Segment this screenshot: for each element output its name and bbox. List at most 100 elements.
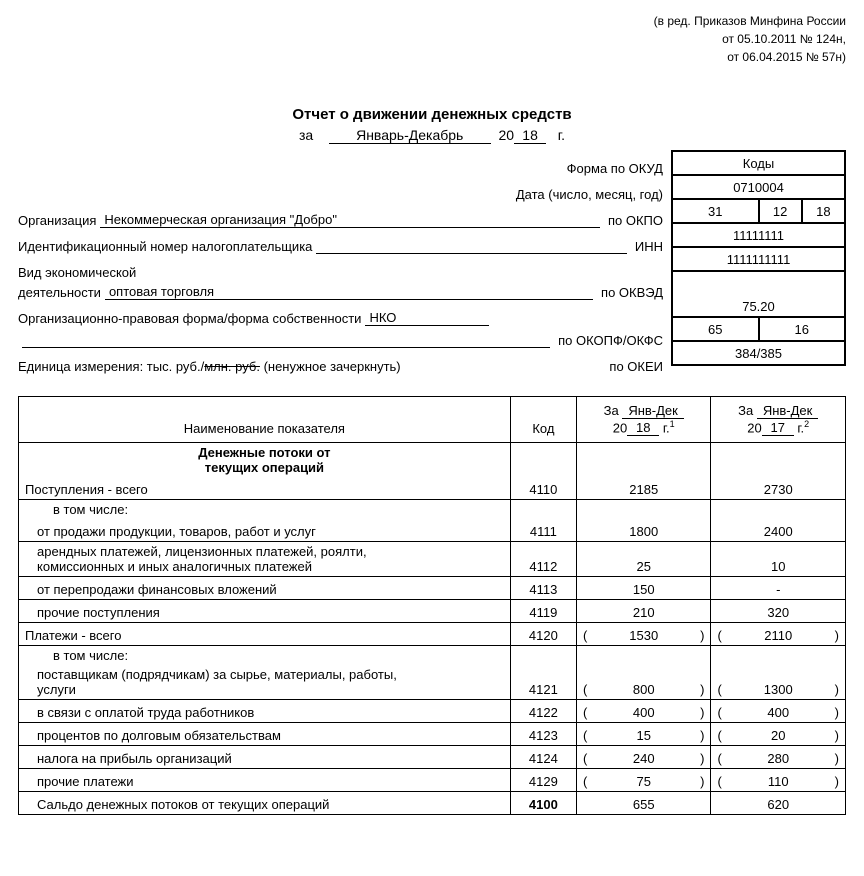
row-name: от продажи продукции, товаров, работ и у…	[25, 524, 504, 539]
table-row: прочие платежи 4129 (75) (110)	[19, 769, 846, 792]
code-month: 12	[759, 199, 802, 223]
row-v2: 10	[711, 542, 846, 577]
code-okei: 384/385	[672, 341, 845, 365]
row-v1: 1530	[629, 628, 658, 643]
period-months: Январь-Декабрь	[329, 127, 491, 144]
row-code: 4111	[510, 519, 576, 542]
code-okpo: 11111111	[672, 223, 845, 247]
col-name: Наименование показателя	[19, 397, 511, 443]
label-okopf: по ОКОПФ/ОКФС	[558, 333, 663, 348]
row-v2: 320	[711, 600, 846, 623]
row-v1: 15	[636, 728, 650, 743]
label-vid1: Вид экономической	[18, 265, 136, 280]
period-year: 18	[514, 127, 546, 144]
code-okopf: 65	[672, 317, 759, 341]
row-name: процентов по долговым обязательствам	[25, 728, 504, 743]
row-name: от перепродажи финансовых вложений	[25, 582, 504, 597]
row-v1: 400	[633, 705, 655, 720]
table-row: в связи с оплатой труда работников 4122 …	[19, 700, 846, 723]
note-line2: от 05.10.2011 № 124н,	[722, 32, 846, 46]
row-code: 4124	[510, 746, 576, 769]
row-code: 4120	[510, 623, 576, 646]
report-period: за Январь-Декабрь 2018 г.	[18, 127, 846, 144]
table-row: прочие поступления 4119 210 320	[19, 600, 846, 623]
row-v2: 620	[711, 792, 846, 815]
codes-table: Коды 0710004 31 12 18 11111111 111111111…	[671, 150, 846, 374]
label-vid2: деятельности	[18, 285, 101, 300]
codes-title: Коды	[672, 151, 845, 175]
table-row: в том числе:	[19, 500, 846, 520]
label-opf: Организационно-правовая форма/форма собс…	[18, 311, 361, 326]
table-row: налога на прибыль организаций 4124 (240)…	[19, 746, 846, 769]
row-v2: 2730	[711, 477, 846, 500]
vtom: в том числе:	[25, 502, 504, 517]
table-row: арендных платежей, лицензионных платежей…	[19, 542, 846, 577]
row-v1: 1800	[576, 519, 711, 542]
table-row: процентов по долговым обязательствам 412…	[19, 723, 846, 746]
note-line3: от 06.04.2015 № 57н)	[727, 50, 846, 64]
row-code: 4110	[510, 477, 576, 500]
row-v1: 210	[576, 600, 711, 623]
row-v2: -	[711, 577, 846, 600]
row-v1: 655	[576, 792, 711, 815]
col-period2: За Янв-Дек 2017 г.2	[711, 397, 846, 443]
header-block: Форма по ОКУД Дата (число, месяц, год) О…	[18, 150, 846, 374]
opf-value: НКО	[365, 310, 489, 326]
row-name: Поступления - всего	[19, 477, 511, 500]
table-row: в том числе:	[19, 646, 846, 666]
table-row: поставщикам (подрядчикам) за сырье, мате…	[19, 665, 846, 700]
row-code: 4123	[510, 723, 576, 746]
vid-value: оптовая торговля	[105, 284, 593, 300]
row-code: 4113	[510, 577, 576, 600]
row-name: прочие поступления	[25, 605, 504, 620]
row-v1: 75	[636, 774, 650, 789]
row-v1: 800	[633, 682, 655, 697]
row-v2: 110	[768, 774, 789, 789]
row-v1: 150	[576, 577, 711, 600]
row-v2: 400	[767, 705, 789, 720]
label-okei: по ОКЕИ	[609, 359, 663, 374]
col-period1: За Янв-Дек 2018 г.1	[576, 397, 711, 443]
row-name: Платежи - всего	[19, 623, 511, 646]
row-v1: 240	[633, 751, 655, 766]
row-name: прочие платежи	[25, 774, 504, 789]
row-v1: 25	[576, 542, 711, 577]
table-row: Платежи - всего 4120 (1530) (2110)	[19, 623, 846, 646]
table-row: Сальдо денежных потоков от текущих опера…	[19, 792, 846, 815]
code-okved: 75.20	[672, 271, 845, 317]
label-inn-r: ИНН	[635, 239, 663, 254]
regulation-note: (в ред. Приказов Минфина России от 05.10…	[18, 12, 846, 66]
section-row: Денежные потоки от текущих операций	[19, 443, 846, 478]
row-code: 4112	[510, 542, 576, 577]
code-year: 18	[802, 199, 845, 223]
row-code: 4119	[510, 600, 576, 623]
code-day: 31	[672, 199, 759, 223]
label-inn: Идентификационный номер налогоплательщик…	[18, 239, 312, 254]
label-okved: по ОКВЭД	[601, 285, 663, 300]
row-v2: 1300	[764, 682, 793, 697]
label-date: Дата (число, месяц, год)	[516, 187, 663, 202]
table-row: от продажи продукции, товаров, работ и у…	[19, 519, 846, 542]
row-code: 4121	[510, 665, 576, 700]
report-title: Отчет о движении денежных средств	[18, 106, 846, 123]
label-org: Организация	[18, 213, 96, 228]
table-row: от перепродажи финансовых вложений 4113 …	[19, 577, 846, 600]
row-v1: 2185	[576, 477, 711, 500]
row-code: 4100	[510, 792, 576, 815]
header-fields: Форма по ОКУД Дата (число, месяц, год) О…	[18, 150, 671, 374]
row-v2: 2110	[764, 628, 792, 643]
row-name: в связи с оплатой труда работников	[25, 705, 504, 720]
section-title-a: Денежные потоки от	[198, 445, 330, 460]
org-value: Некоммерческая организация "Добро"	[100, 212, 600, 228]
section-title-b: текущих операций	[205, 460, 324, 475]
main-table: Наименование показателя Код За Янв-Дек 2…	[18, 396, 846, 815]
code-inn: 1111111111	[672, 247, 845, 271]
row-name: Сальдо денежных потоков от текущих опера…	[25, 797, 504, 812]
code-okud: 0710004	[672, 175, 845, 199]
vtom: в том числе:	[25, 648, 504, 663]
row-code: 4122	[510, 700, 576, 723]
row-name: услуги	[25, 682, 504, 697]
label-okpo: по ОКПО	[608, 213, 663, 228]
row-code: 4129	[510, 769, 576, 792]
row-name: налога на прибыль организаций	[25, 751, 504, 766]
